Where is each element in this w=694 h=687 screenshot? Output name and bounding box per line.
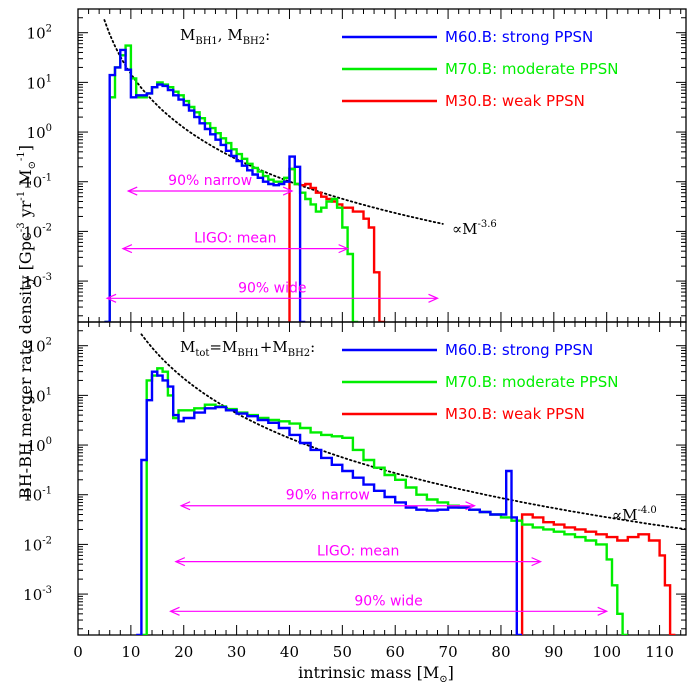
bottom-arrow-head-right <box>597 606 609 616</box>
top-y-tick-label: 10-1 <box>23 173 52 192</box>
top-arrow-head-right <box>428 293 439 303</box>
top-arrow-head-right <box>338 244 350 254</box>
top-arrow-label: 90% wide <box>238 280 306 296</box>
y-axis-title-sup3: -1 <box>16 151 27 161</box>
bottom-x-tick-label: 100 <box>592 643 621 661</box>
top-y-tick-label: 101 <box>27 73 52 92</box>
bottom-legend-label: M30.B: weak PPSN <box>445 405 585 423</box>
bottom-arrow-1: LIGO: mean <box>174 544 543 567</box>
bottom-x-tick-label: 10 <box>121 643 140 661</box>
top-panel-label: MBH1, MBH2: <box>180 26 270 47</box>
bottom-x-tick-label: 90 <box>544 643 563 661</box>
bottom-arrow-2: 90% wide <box>169 593 609 616</box>
y-axis-title-mid: yr <box>16 200 35 222</box>
x-axis-title-end: ] <box>448 663 454 682</box>
bottom-panel: 0 10 20 30 40 50 60 70 80 90 100 110 102 101 100 10-1 10… <box>23 321 687 661</box>
bottom-arrow-head-left <box>169 606 180 616</box>
bottom-arrow-head-right <box>465 501 476 511</box>
y-axis-title-end: ] <box>16 145 35 151</box>
bottom-panel-label: Mtot=MBH1+MBH2: <box>180 338 315 359</box>
top-y-tick-label: 10-2 <box>23 222 52 241</box>
top-legend-item-2: M30.B: weak PPSN <box>342 92 585 110</box>
bottom-x-tick-label: 40 <box>280 643 299 661</box>
bottom-legend-label: M60.B: strong PPSN <box>445 341 593 359</box>
bottom-y-tick-label: 101 <box>27 386 52 405</box>
bottom-legend-item-2: M30.B: weak PPSN <box>342 405 585 423</box>
bottom-plot-area <box>136 333 686 635</box>
bottom-x-tick-label: 50 <box>333 643 352 661</box>
bottom-arrow-head-left <box>179 501 191 511</box>
top-series-0 <box>104 48 306 322</box>
top-arrow-0: 90% narrow <box>126 173 294 196</box>
bottom-fit-line <box>140 333 686 531</box>
bottom-arrow-0: 90% narrow <box>179 488 476 511</box>
bottom-series-2 <box>520 513 676 635</box>
top-legend-item-1: M70.B: moderate PPSN <box>342 60 619 78</box>
bottom-x-tick-label: 80 <box>491 643 510 661</box>
bottom-y-tick-label: 10-3 <box>23 585 52 604</box>
bottom-arrow-label: LIGO: mean <box>317 544 399 560</box>
bottom-x-tick-label: 0 <box>73 643 83 661</box>
bottom-fit-label: ∝M-4.0 <box>612 505 657 524</box>
bottom-arrow-label: 90% narrow <box>286 488 370 504</box>
bottom-legend-item-0: M60.B: strong PPSN <box>342 341 593 359</box>
bottom-y-tick-label: 10-2 <box>23 535 52 554</box>
y-axis-title-main: BH-BH merger rate density [Gpc <box>16 232 35 499</box>
top-fit-line <box>103 19 444 225</box>
bottom-x-tick-label: 60 <box>386 643 405 661</box>
x-axis-title: intrinsic mass [M⊙] <box>298 663 454 685</box>
top-plot-area <box>103 19 444 322</box>
y-axis-title-sup2: -1 <box>16 191 27 201</box>
top-panel: 102 101 100 10-1 10-2 10-3 90% narrow LIGO: mea… <box>23 8 687 323</box>
y-axis-title-sub: ⊙ <box>27 161 38 169</box>
top-arrow-head-left <box>126 186 138 196</box>
bottom-series-0 <box>136 370 523 635</box>
bottom-x-tick-label: 30 <box>227 643 246 661</box>
bottom-y-tick-label: 10-1 <box>23 486 52 505</box>
bottom-x-tick-label: 20 <box>174 643 193 661</box>
top-legend-label: M70.B: moderate PPSN <box>445 60 619 78</box>
bottom-arrow-head-right <box>531 557 543 567</box>
bottom-series-1 <box>141 367 628 635</box>
top-legend-item-0: M60.B: strong PPSN <box>342 28 593 46</box>
y-axis-title-sup1: -3 <box>16 222 27 232</box>
top-arrow-1: LIGO: mean <box>121 231 350 254</box>
bottom-legend-label: M70.B: moderate PPSN <box>445 373 619 391</box>
bottom-legend-item-1: M70.B: moderate PPSN <box>342 373 619 391</box>
top-y-tick-label: 100 <box>27 123 52 142</box>
top-arrow-label: LIGO: mean <box>194 231 276 247</box>
bottom-arrow-label: 90% wide <box>354 593 422 609</box>
top-arrow-head-left <box>121 244 133 254</box>
bottom-y-tick-label: 100 <box>27 436 52 455</box>
x-axis-title-sub: ⊙ <box>439 674 447 685</box>
top-legend-label: M30.B: weak PPSN <box>445 92 585 110</box>
bottom-arrow-head-left <box>174 557 186 567</box>
top-arrow-head-left <box>105 293 117 303</box>
top-legend-label: M60.B: strong PPSN <box>445 28 593 46</box>
top-arrow-label: 90% narrow <box>168 173 252 189</box>
x-axis-title-main: intrinsic mass [M <box>298 663 439 682</box>
top-y-tick-label: 102 <box>27 24 52 43</box>
top-y-tick-label: 10-3 <box>23 272 52 291</box>
bottom-x-tick-label: 110 <box>645 643 674 661</box>
bottom-frame <box>77 321 687 636</box>
y-axis-title-m: M <box>16 169 35 190</box>
top-arrow-2: 90% wide <box>105 280 439 303</box>
y-axis-title: BH-BH merger rate density [Gpc-3 yr-1 M⊙… <box>16 145 38 499</box>
bottom-x-tick-label: 70 <box>439 643 458 661</box>
top-arrow-head-right <box>282 186 294 196</box>
bottom-y-tick-label: 102 <box>27 337 52 356</box>
top-fit-label: ∝M-3.6 <box>452 219 497 238</box>
